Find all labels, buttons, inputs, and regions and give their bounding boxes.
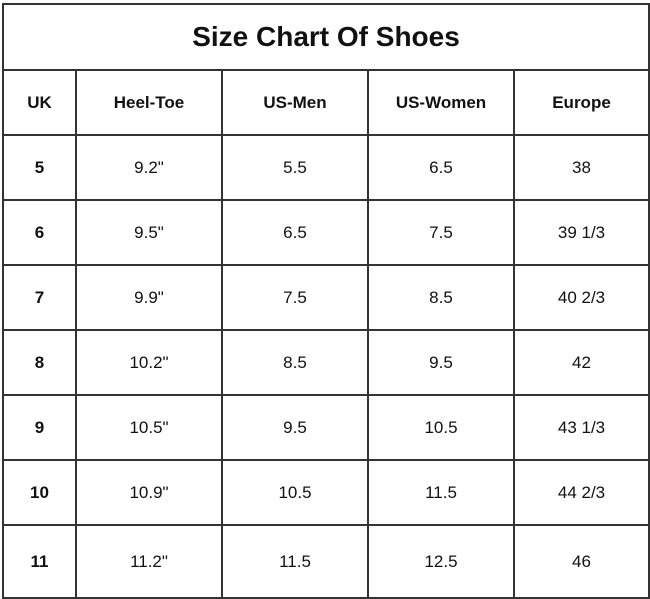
table-row: 11 11.2" 11.5 12.5 46 bbox=[2, 524, 650, 599]
table-row: 8 10.2" 8.5 9.5 42 bbox=[2, 329, 650, 396]
cell-uk: 11 bbox=[2, 524, 77, 599]
cell-uk: 10 bbox=[2, 459, 77, 526]
header-us-men: US-Men bbox=[221, 69, 369, 136]
cell-uk: 5 bbox=[2, 134, 77, 201]
table-row: 9 10.5" 9.5 10.5 43 1/3 bbox=[2, 394, 650, 461]
header-row: UK Heel-Toe US-Men US-Women Europe bbox=[2, 69, 650, 136]
cell-us-women: 8.5 bbox=[367, 264, 515, 331]
table-row: 6 9.5" 6.5 7.5 39 1/3 bbox=[2, 199, 650, 266]
cell-us-women: 10.5 bbox=[367, 394, 515, 461]
cell-heel-toe: 9.2" bbox=[75, 134, 223, 201]
table-row: 7 9.9" 7.5 8.5 40 2/3 bbox=[2, 264, 650, 331]
cell-heel-toe: 11.2" bbox=[75, 524, 223, 599]
cell-europe: 44 2/3 bbox=[512, 459, 650, 526]
cell-us-women: 11.5 bbox=[367, 459, 515, 526]
cell-europe: 39 1/3 bbox=[512, 199, 650, 266]
header-us-women: US-Women bbox=[367, 69, 515, 136]
cell-europe: 40 2/3 bbox=[512, 264, 650, 331]
cell-europe: 46 bbox=[512, 524, 650, 599]
cell-us-men: 5.5 bbox=[221, 134, 369, 201]
header-heel-toe: Heel-Toe bbox=[75, 69, 223, 136]
cell-heel-toe: 9.5" bbox=[75, 199, 223, 266]
cell-heel-toe: 9.9" bbox=[75, 264, 223, 331]
table-title: Size Chart Of Shoes bbox=[1, 3, 650, 71]
cell-heel-toe: 10.5" bbox=[75, 394, 223, 461]
cell-europe: 43 1/3 bbox=[512, 394, 650, 461]
cell-uk: 6 bbox=[2, 199, 77, 266]
cell-europe: 42 bbox=[512, 329, 650, 396]
cell-us-men: 8.5 bbox=[221, 329, 369, 396]
cell-uk: 7 bbox=[2, 264, 77, 331]
cell-us-women: 6.5 bbox=[367, 134, 515, 201]
cell-uk: 9 bbox=[2, 394, 77, 461]
cell-us-men: 9.5 bbox=[221, 394, 369, 461]
cell-us-men: 11.5 bbox=[221, 524, 369, 599]
size-chart: Size Chart Of Shoes UK Heel-Toe US-Men U… bbox=[1, 3, 650, 599]
cell-us-men: 10.5 bbox=[221, 459, 369, 526]
table-row: 5 9.2" 5.5 6.5 38 bbox=[2, 134, 650, 201]
table-row: 10 10.9" 10.5 11.5 44 2/3 bbox=[2, 459, 650, 526]
header-europe: Europe bbox=[512, 69, 650, 136]
size-chart-table: Size Chart Of Shoes UK Heel-Toe US-Men U… bbox=[1, 3, 650, 599]
cell-heel-toe: 10.2" bbox=[75, 329, 223, 396]
header-uk: UK bbox=[2, 69, 77, 136]
cell-us-women: 12.5 bbox=[367, 524, 515, 599]
cell-us-women: 7.5 bbox=[367, 199, 515, 266]
cell-us-men: 7.5 bbox=[221, 264, 369, 331]
cell-europe: 38 bbox=[512, 134, 650, 201]
cell-us-women: 9.5 bbox=[367, 329, 515, 396]
cell-heel-toe: 10.9" bbox=[75, 459, 223, 526]
cell-uk: 8 bbox=[2, 329, 77, 396]
cell-us-men: 6.5 bbox=[221, 199, 369, 266]
